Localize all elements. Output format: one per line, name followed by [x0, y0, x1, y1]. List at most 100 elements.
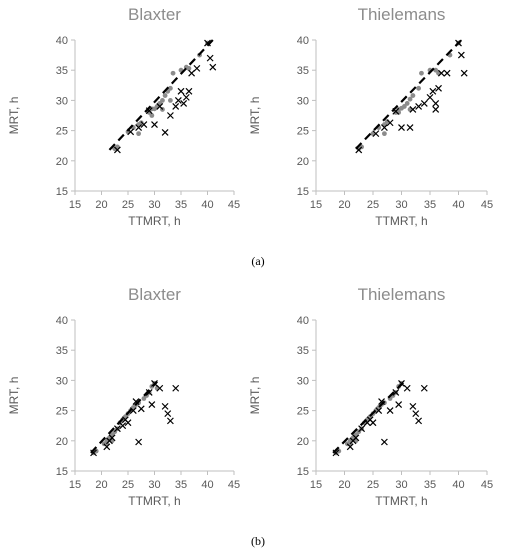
chart-blaxter-b: Blaxter 15 20 25 30 35 40 45 15 20 25 30 35 40 TTMRT, …: [7, 285, 240, 508]
cross-stroke: [204, 39, 211, 47]
data-point-cross: [185, 87, 193, 95]
cross-stroke: [443, 69, 451, 77]
cross-stroke: [209, 63, 217, 71]
y-tick-label: 15: [56, 466, 68, 478]
data-point-cross: [403, 384, 411, 392]
x-axis-label: TTMRT, h: [375, 214, 427, 228]
x-tick-label: 45: [228, 479, 240, 491]
cross-stroke: [415, 103, 423, 110]
cross-stroke: [151, 121, 158, 128]
data-point-cross: [156, 103, 164, 110]
y-tick-label: 25: [56, 126, 68, 138]
x-axis-label: TTMRT, h: [375, 494, 427, 508]
data-point-cross: [174, 96, 182, 104]
cross-stroke: [188, 69, 196, 77]
cross-stroke: [145, 389, 153, 396]
cross-stroke: [166, 417, 174, 425]
cross-stroke: [420, 99, 428, 107]
chart-thielemans-b: Thielemans 15 20 25 30 35 40 45 15 20 25 30 35 40 TTMR…: [248, 285, 493, 508]
data-point-cross: [145, 389, 153, 396]
data-point-cross: [358, 425, 366, 433]
data-point-cross: [166, 417, 174, 425]
cross-stroke: [420, 384, 428, 392]
x-tick-label: 40: [452, 199, 464, 211]
data-point-cross: [135, 124, 143, 132]
cross-stroke: [137, 405, 145, 413]
cross-stroke: [437, 69, 445, 77]
x-tick-label: 25: [122, 479, 134, 491]
x-tick-label: 40: [201, 199, 213, 211]
cross-stroke: [375, 407, 383, 415]
y-tick-label: 35: [56, 65, 68, 77]
cross-stroke: [346, 443, 354, 451]
cross-stroke: [392, 389, 400, 396]
y-tick-label: 35: [297, 65, 309, 77]
data-point-cross: [161, 402, 169, 410]
y-tick-label: 40: [297, 315, 309, 327]
data-point-cross: [426, 93, 434, 101]
x-tick-label: 45: [481, 199, 493, 211]
cross-stroke: [409, 106, 417, 113]
chart-title: Thielemans: [358, 5, 446, 24]
x-axis-label: TTMRT, h: [128, 214, 180, 228]
data-point-dot: [160, 98, 165, 103]
data-point-dot: [162, 93, 168, 98]
data-point-cross: [420, 384, 428, 392]
x-tick-label: 20: [95, 199, 107, 211]
chart-thielemans-a: Thielemans 15 20 25 30 35 40 45 15 20 25 30 35 40 TTMR…: [248, 5, 493, 228]
cross-stroke: [426, 93, 434, 101]
data-point-cross: [166, 112, 174, 119]
data-point-cross: [119, 422, 127, 430]
data-point-dot: [168, 98, 173, 103]
cross-stroke: [127, 128, 135, 136]
caption-b: (b): [251, 534, 265, 548]
cross-stroke: [156, 103, 164, 110]
data-point-dot: [168, 85, 173, 91]
cross-stroke: [415, 417, 423, 425]
cross-stroke: [432, 106, 440, 113]
data-point-cross: [180, 99, 188, 107]
cross-stroke: [156, 384, 164, 392]
cross-stroke: [435, 84, 442, 92]
data-point-cross: [140, 121, 148, 128]
data-point-cross: [151, 121, 158, 128]
x-tick-label: 35: [424, 479, 436, 491]
y-tick-label: 15: [297, 466, 309, 478]
x-tick-label: 35: [175, 479, 187, 491]
cross-stroke: [174, 96, 182, 104]
data-point-cross: [409, 106, 417, 113]
x-tick-label: 15: [310, 199, 322, 211]
cross-stroke: [412, 410, 420, 418]
dashed-fit-line: [90, 380, 158, 454]
cross-stroke: [129, 407, 137, 415]
cross-stroke: [124, 419, 132, 427]
data-point-cross: [346, 443, 354, 451]
data-point-cross: [395, 401, 403, 408]
y-tick-label: 30: [56, 95, 68, 107]
data-point-cross: [206, 54, 214, 62]
y-tick-label: 30: [56, 375, 68, 387]
y-tick-label: 20: [56, 436, 68, 448]
y-tick-label: 25: [297, 126, 309, 138]
data-point-cross: [398, 124, 405, 132]
x-tick-label: 15: [69, 199, 81, 211]
cross-stroke: [108, 434, 116, 442]
data-point-cross: [193, 64, 201, 72]
cross-stroke: [161, 128, 169, 136]
x-tick-label: 40: [201, 479, 213, 491]
x-tick-label: 40: [452, 479, 464, 491]
data-point-cross: [103, 443, 111, 451]
data-point-cross: [415, 103, 423, 110]
data-point-cross: [432, 106, 440, 113]
data-point-cross: [386, 407, 394, 415]
data-point-cross: [409, 402, 417, 410]
y-tick-label: 20: [297, 436, 309, 448]
data-point-cross: [432, 99, 440, 107]
cross-stroke: [460, 69, 468, 77]
cross-stroke: [352, 434, 360, 442]
data-point-cross: [148, 401, 156, 408]
y-tick-label: 15: [297, 186, 309, 198]
data-point-cross: [108, 434, 116, 442]
cross-stroke: [180, 99, 188, 107]
